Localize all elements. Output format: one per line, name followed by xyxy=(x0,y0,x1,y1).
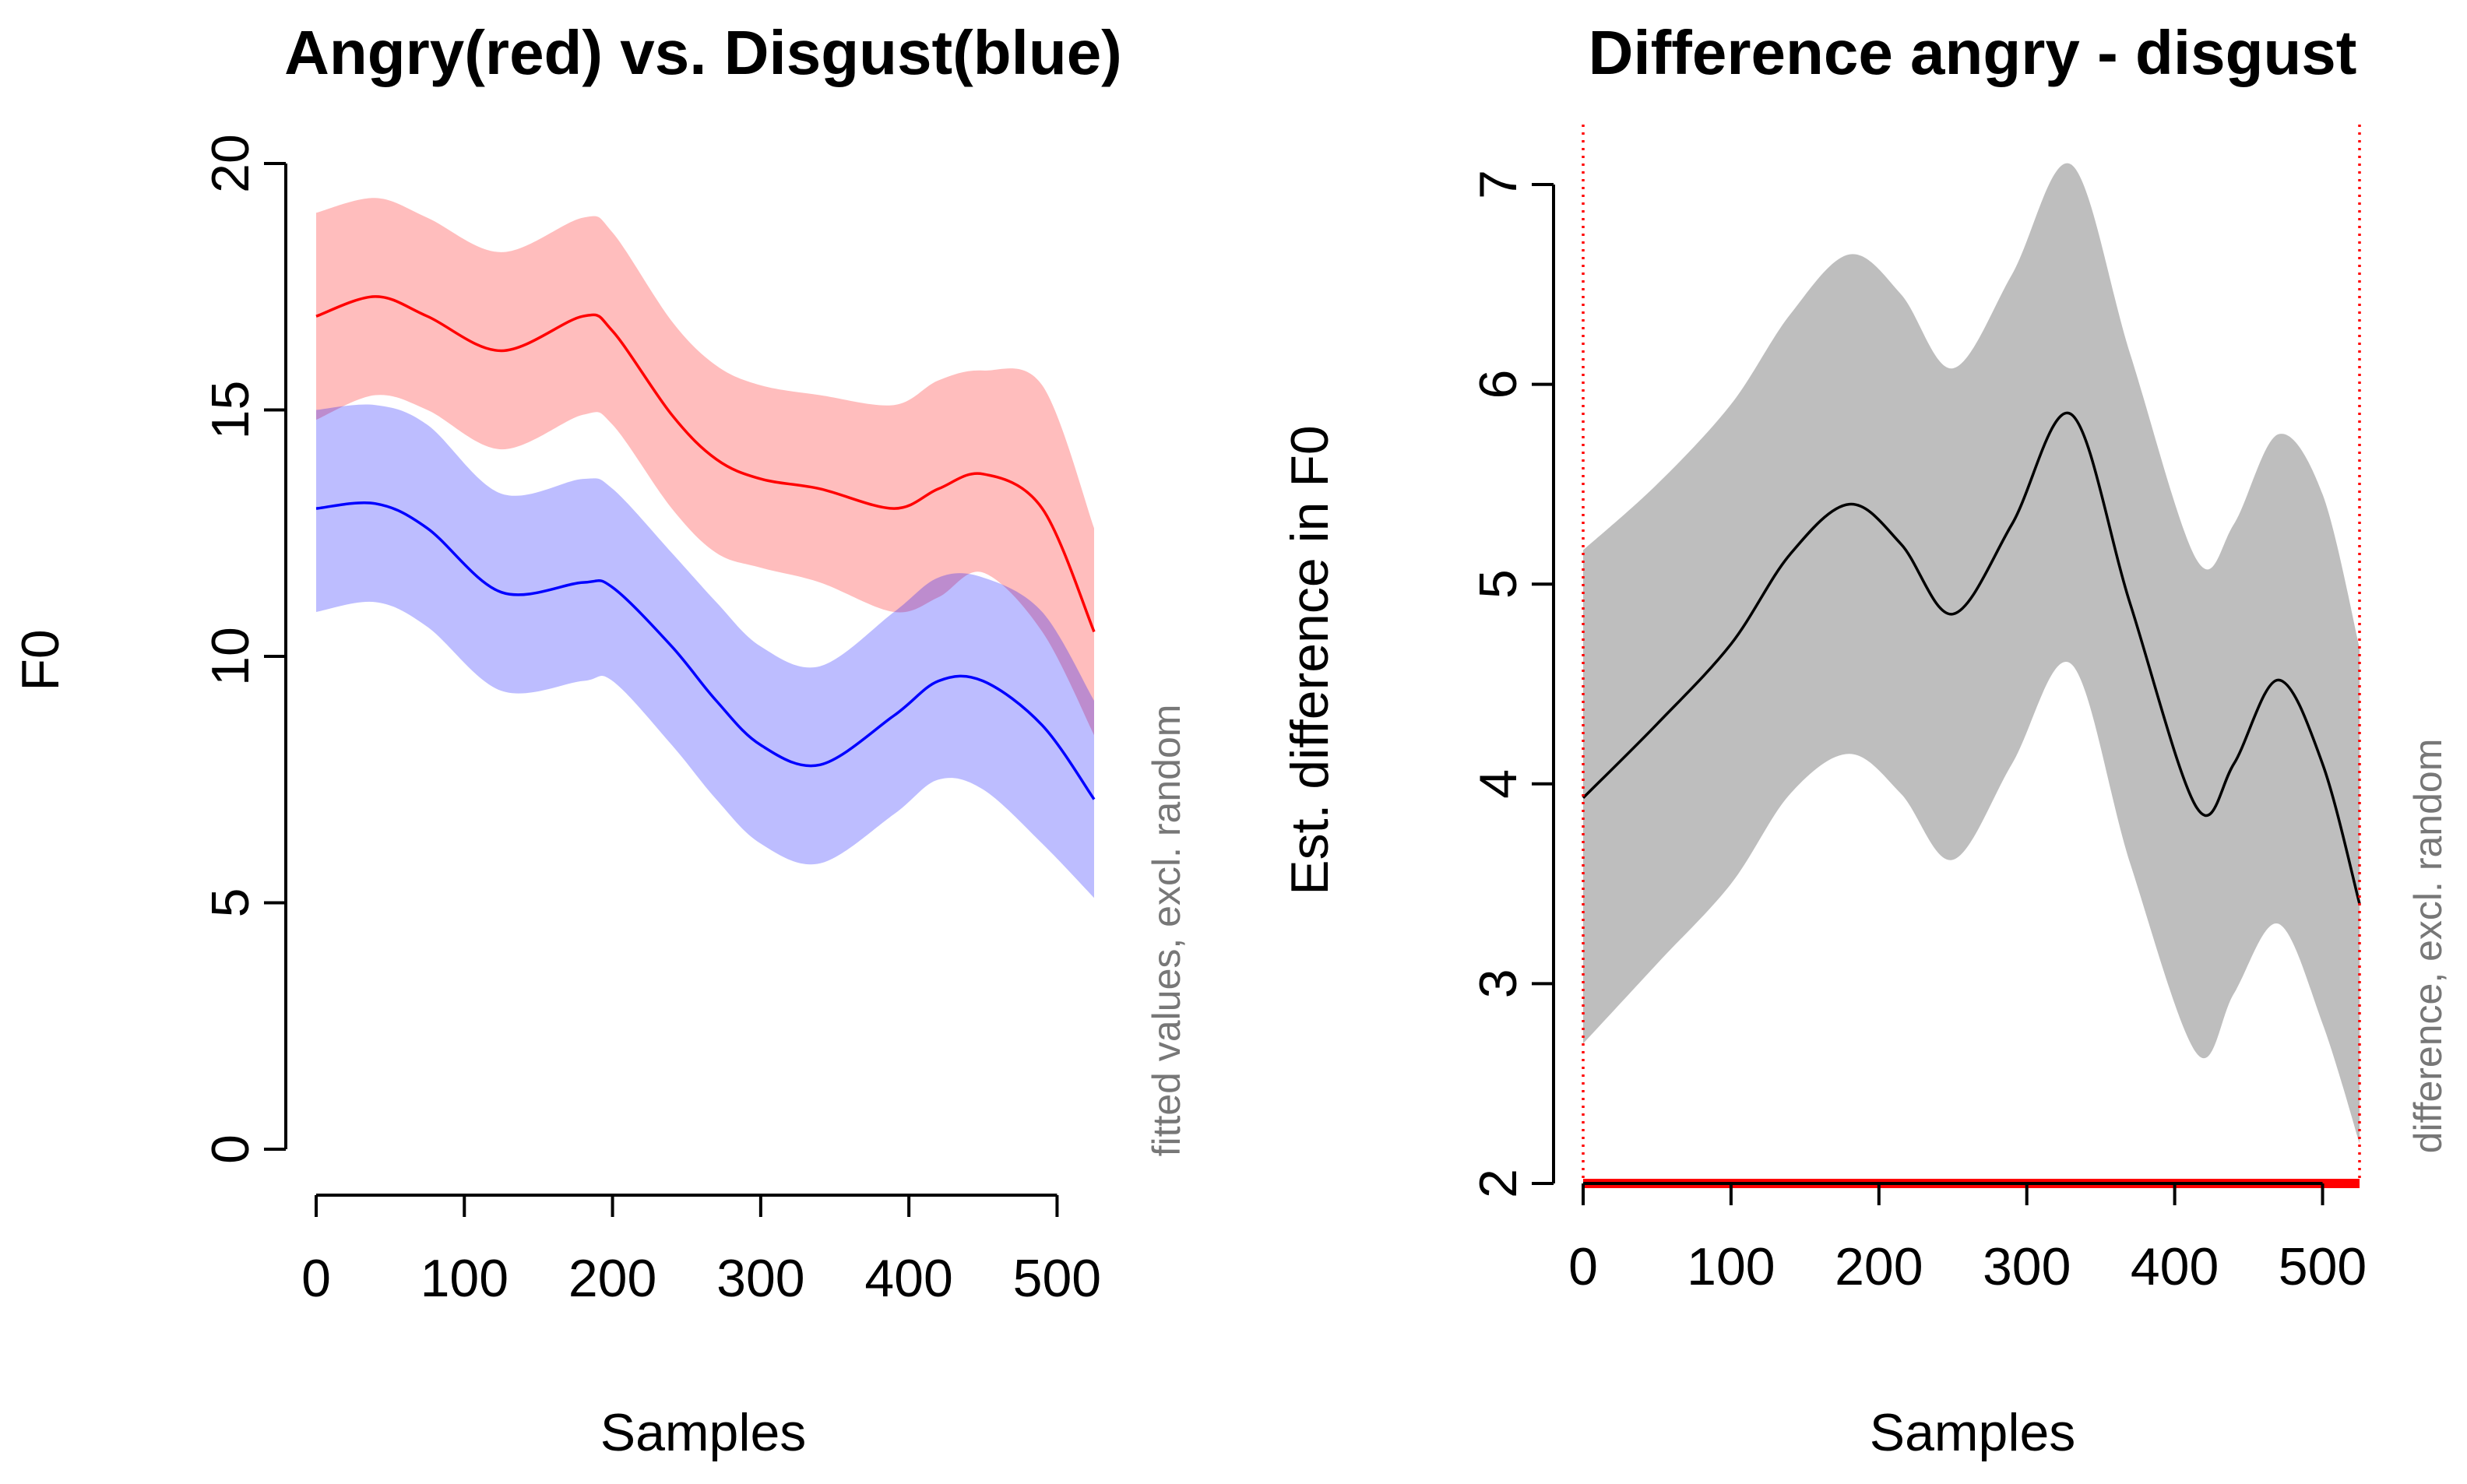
right-band-difference xyxy=(1583,163,2360,1144)
left-y-axis-label: F0 xyxy=(11,629,70,691)
left-x-tick-label: 400 xyxy=(864,1249,952,1308)
left-y-tick-label: 15 xyxy=(201,381,260,440)
right-confidence-band xyxy=(1583,163,2360,1144)
left-x-tick-label: 300 xyxy=(716,1249,804,1308)
right-x-tick-label: 300 xyxy=(1983,1237,2071,1296)
left-y-tick-label: 5 xyxy=(201,888,260,918)
left-side-note: fitted values, excl. random xyxy=(1145,705,1188,1157)
left-band-disgust xyxy=(316,404,1094,898)
right-x-tick-label: 0 xyxy=(1568,1237,1598,1296)
left-panel: Angry(red) vs. Disgust(blue) 0 5 10 15 20 0 1… xyxy=(11,18,1188,1462)
left-y-axis: 0 5 10 15 20 xyxy=(201,134,287,1164)
right-x-axis-label: Samples xyxy=(1870,1403,2076,1462)
right-y-axis: 2 3 4 5 6 7 xyxy=(1469,170,1555,1198)
right-panel: Difference angry - disgust 2 3 4 5 6 7 0 100 20… xyxy=(1280,18,2450,1462)
left-x-axis: 0 100 200 300 400 500 xyxy=(301,1194,1101,1308)
left-x-tick-label: 200 xyxy=(568,1249,656,1308)
right-y-tick-label: 5 xyxy=(1469,569,1528,599)
right-y-tick-label: 7 xyxy=(1469,170,1528,199)
left-y-tick-label: 0 xyxy=(201,1134,260,1164)
right-line-difference xyxy=(1582,411,2361,905)
left-x-axis-label: Samples xyxy=(600,1403,807,1462)
left-y-tick-label: 10 xyxy=(201,627,260,686)
left-band-angry xyxy=(316,198,1094,736)
right-y-axis-label: Est. difference in F0 xyxy=(1280,425,1339,895)
right-difference-line xyxy=(1582,411,2361,905)
left-line-angry xyxy=(315,295,1096,633)
right-side-note: difference, excl. random xyxy=(2406,739,2450,1154)
right-y-tick-label: 2 xyxy=(1469,1169,1528,1198)
right-x-tick-label: 200 xyxy=(1835,1237,1923,1296)
right-x-tick-label: 400 xyxy=(2131,1237,2219,1296)
left-x-tick-label: 500 xyxy=(1013,1249,1101,1308)
right-x-tick-label: 500 xyxy=(2279,1237,2367,1296)
right-x-axis: 0 100 200 300 400 500 xyxy=(1568,1182,2367,1296)
left-x-tick-label: 0 xyxy=(301,1249,331,1308)
left-chart-title: Angry(red) vs. Disgust(blue) xyxy=(284,18,1122,87)
left-fitted-lines xyxy=(315,295,1096,800)
left-line-disgust xyxy=(315,501,1096,800)
left-x-tick-label: 100 xyxy=(421,1249,509,1308)
right-chart-title: Difference angry - disgust xyxy=(1589,18,2357,87)
left-y-tick-label: 20 xyxy=(201,134,260,193)
right-x-tick-label: 100 xyxy=(1687,1237,1775,1296)
right-y-tick-label: 3 xyxy=(1469,969,1528,998)
right-y-tick-label: 4 xyxy=(1469,769,1528,799)
right-y-tick-label: 6 xyxy=(1469,370,1528,399)
left-confidence-bands xyxy=(316,198,1094,898)
